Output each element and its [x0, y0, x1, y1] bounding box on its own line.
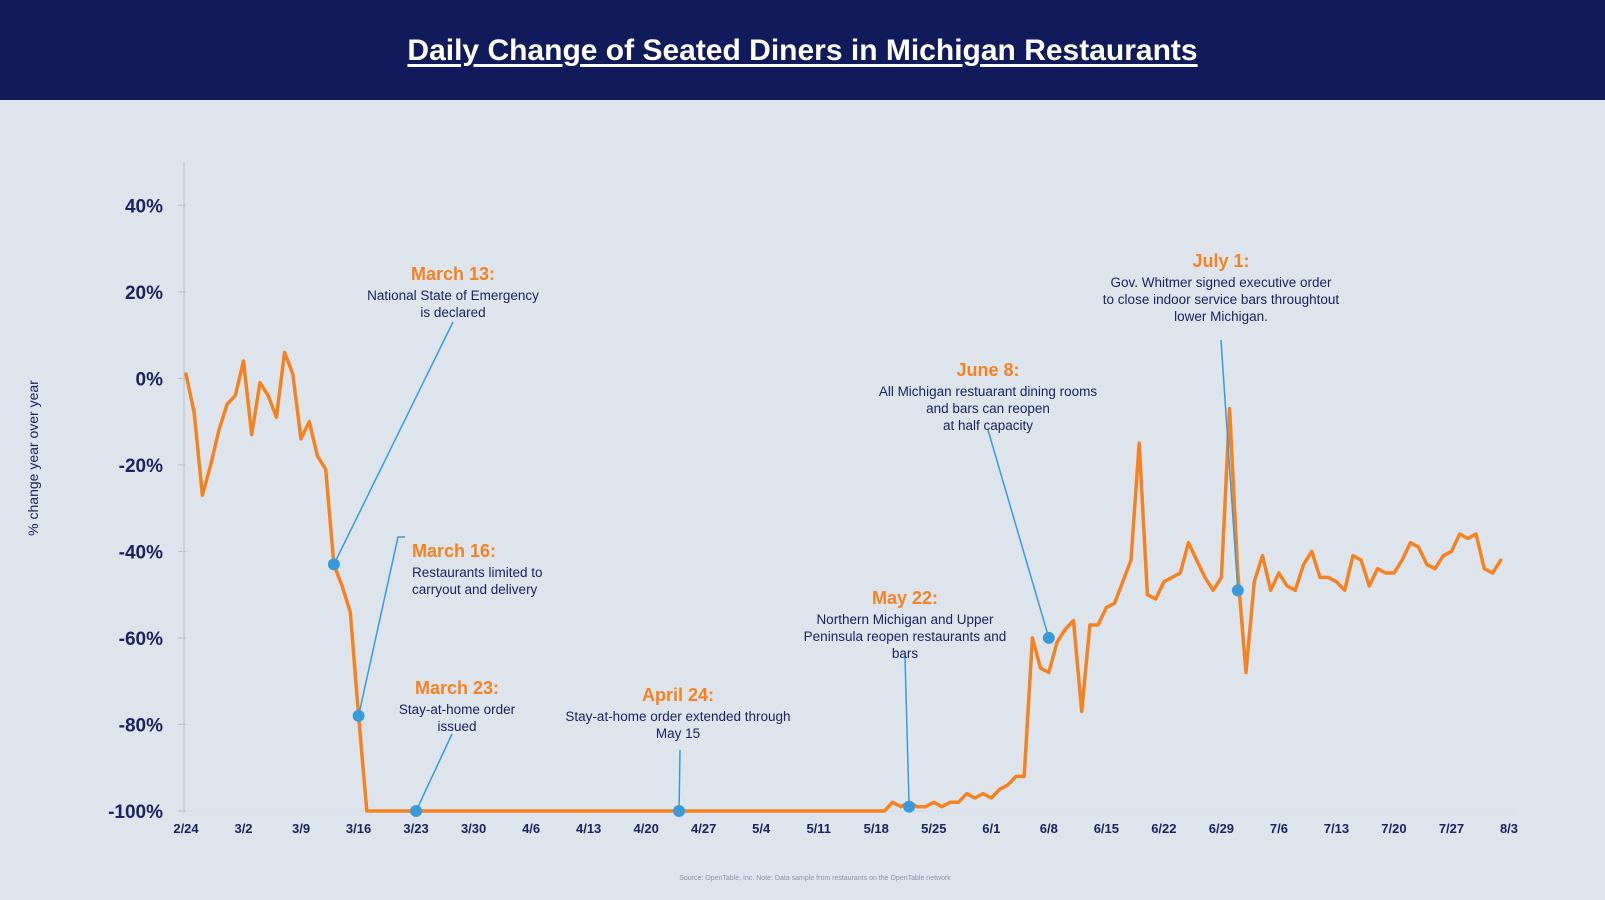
annotation-marker [673, 805, 686, 817]
x-tick-label: 3/23 [403, 821, 428, 836]
annotation-title: May 22: [872, 588, 938, 608]
annotation-text: lower Michigan. [1174, 309, 1268, 324]
annotation-title: June 8: [956, 360, 1019, 380]
annotation: May 22: Northern Michigan and Upper Penins… [804, 588, 1007, 813]
annotation-text: bars [892, 646, 919, 661]
annotation: March 23: Stay-at-home order issued [399, 678, 516, 817]
annotation-leader-line [987, 429, 1050, 639]
annotation-marker [1042, 631, 1055, 644]
annotation: March 13: National State of Emergency is d… [327, 264, 539, 571]
annotation-leader-line [333, 321, 454, 565]
x-tick-label: 6/29 [1209, 821, 1234, 836]
series-line [184, 350, 1503, 813]
x-ticks: 2/24 3/2 3/9 3/16 3/23 3/30 4/6 4/13 4/20 4/27 5/4… [173, 821, 1518, 836]
x-tick-label: 5/18 [864, 821, 889, 836]
x-tick-label: 7/6 [1270, 821, 1288, 836]
x-tick-label: 3/30 [461, 821, 486, 836]
annotation-text: carryout and delivery [412, 582, 538, 597]
source-note: Source: OpenTable, Inc. Note: Data sampl… [679, 875, 951, 882]
annotation-text: Gov. Whitmer signed executive order [1110, 275, 1332, 290]
annotation-text: National State of Emergency [367, 288, 539, 303]
x-tick-label: 6/1 [982, 821, 1000, 836]
y-tick-label: -100% [108, 802, 163, 823]
x-tick-label: 5/4 [752, 821, 771, 836]
x-tick-label: 5/25 [921, 821, 946, 836]
annotation-leader-line [415, 733, 453, 812]
chart: 40% 20% 0% -20% -40% -60% -80% -100% 2/24 3/2 3/9… [25, 162, 1518, 882]
annotation-leader-line [678, 749, 681, 812]
y-tick-label: 40% [125, 196, 163, 217]
page-title: Daily Change of Seated Diners in Michiga… [407, 34, 1198, 67]
annotation-title: March 23: [415, 678, 499, 698]
y-tick-label: -40% [119, 542, 163, 563]
x-tick-label: 2/24 [173, 821, 199, 836]
annotation-text: Restaurants limited to [412, 565, 543, 580]
x-tick-label: 3/9 [292, 821, 310, 836]
annotation-title: April 24: [642, 685, 714, 705]
x-tick-label: 6/15 [1094, 821, 1119, 836]
y-tick-label: 20% [125, 283, 163, 304]
x-tick-label: 6/8 [1040, 821, 1058, 836]
annotation-text: All Michigan restuarant dining rooms [879, 384, 1098, 399]
annotations: March 13: National State of Emergency is d… [327, 251, 1340, 817]
y-tick-label: -20% [119, 456, 163, 477]
annotation-title: July 1: [1192, 251, 1249, 271]
y-tick-label: -60% [119, 629, 163, 650]
annotation-text: is declared [420, 305, 485, 320]
annotation-leader-line [904, 656, 910, 807]
y-tick-label: -80% [119, 715, 163, 736]
annotation-marker [410, 805, 423, 817]
annotation-marker [327, 558, 340, 571]
y-tick-label: 0% [136, 369, 164, 390]
annotation-text: Peninsula reopen restaurants and [804, 629, 1007, 644]
y-axis-label: % change year over year [25, 380, 41, 536]
x-tick-label: 3/2 [234, 821, 252, 836]
x-tick-label: 4/6 [522, 821, 540, 836]
x-tick-label: 4/20 [634, 821, 659, 836]
x-tick-label: 4/27 [691, 821, 716, 836]
annotation-marker [903, 800, 916, 813]
annotation-text: at half capacity [943, 418, 1033, 433]
annotation-text: Stay-at-home order [399, 702, 516, 717]
x-tick-label: 7/20 [1381, 821, 1406, 836]
annotation: April 24: Stay-at-home order extended thr… [565, 685, 791, 817]
annotation-text: May 15 [656, 726, 700, 741]
x-tick-label: 8/3 [1500, 821, 1518, 836]
annotation-title: March 16: [412, 541, 496, 561]
annotation-marker [1231, 584, 1244, 597]
annotation-text: and bars can reopen [926, 401, 1050, 416]
annotation-leader-line [1220, 339, 1239, 591]
annotation: June 8: All Michigan restuarant dining ro… [879, 360, 1098, 644]
annotation: March 16: Restaurants limited to carryout … [352, 536, 543, 722]
x-tick-label: 7/13 [1324, 821, 1349, 836]
annotation-text: to close indoor service bars throughtout [1103, 292, 1340, 307]
header-bar: Daily Change of Seated Diners in Michiga… [0, 0, 1605, 100]
x-tick-label: 6/22 [1151, 821, 1176, 836]
x-tick-label: 7/27 [1439, 821, 1464, 836]
annotation-leader-line [357, 536, 405, 716]
annotation-text: Stay-at-home order extended through [565, 709, 790, 724]
y-ticks: 40% 20% 0% -20% -40% -60% -80% -100% [108, 196, 186, 823]
x-tick-label: 3/16 [346, 821, 371, 836]
annotation: July 1: Gov. Whitmer signed executive ord… [1103, 251, 1340, 597]
annotation-marker [352, 709, 365, 722]
x-tick-label: 4/13 [576, 821, 601, 836]
annotation-text: issued [437, 719, 476, 734]
annotation-text: Northern Michigan and Upper [816, 612, 994, 627]
annotation-title: March 13: [411, 264, 495, 284]
x-tick-label: 5/11 [806, 821, 831, 836]
